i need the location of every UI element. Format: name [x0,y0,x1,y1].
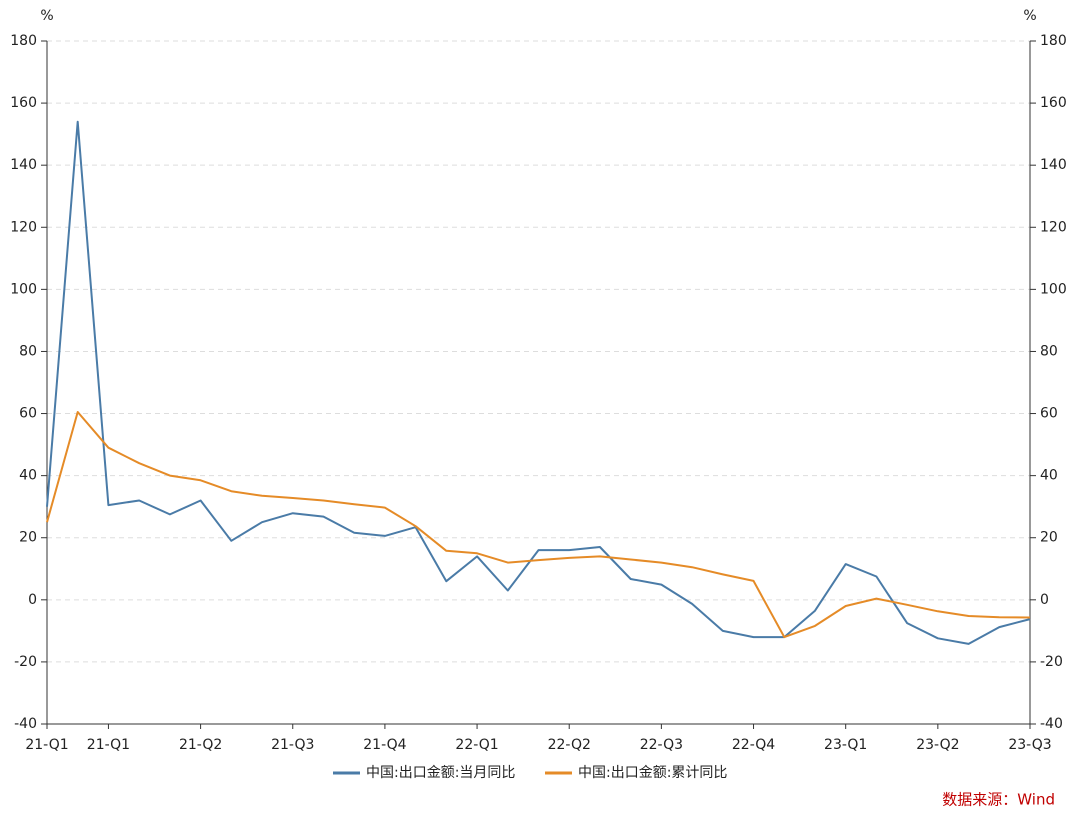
y2-tick-label: 120 [1040,219,1067,235]
y2-tick-label: 140 [1040,157,1067,173]
y-tick-label: 60 [19,406,37,422]
legend-label: 中国:出口金额:累计同比 [578,765,727,781]
y-axis-unit: % [40,8,53,24]
y-tick-label: 180 [10,33,37,49]
y-tick-label: 20 [19,530,37,546]
x-tick-label: 22-Q4 [732,737,775,753]
y2-tick-label: 60 [1040,406,1058,422]
x-tick-label: 21-Q3 [271,737,314,753]
x-tick-label: 22-Q1 [455,737,498,753]
y-tick-label: 80 [19,343,37,359]
y-tick-label: -40 [14,716,37,732]
x-tick-label: 21-Q1 [87,737,130,753]
y-tick-label: 160 [10,95,37,111]
y2-tick-label: -20 [1040,654,1063,670]
y2-tick-label: -40 [1040,716,1063,732]
y-tick-label: 140 [10,157,37,173]
y2-tick-label: 180 [1040,33,1067,49]
x-tick-label: 22-Q2 [548,737,591,753]
y2-tick-label: 100 [1040,281,1067,297]
y-tick-label: 0 [28,592,37,608]
y-tick-label: -20 [14,654,37,670]
series-line [46,411,1031,639]
y2-tick-label: 0 [1040,592,1049,608]
source-note: 数据来源：Wind [942,791,1055,809]
x-tick-label: 21-Q1 [25,737,68,753]
y2-tick-label: 160 [1040,95,1067,111]
x-tick-label: 22-Q3 [640,737,683,753]
x-tick-label: 23-Q3 [1008,737,1051,753]
series-line [46,120,1031,645]
x-tick-label: 23-Q2 [916,737,959,753]
y-tick-label: 100 [10,281,37,297]
y2-tick-label: 80 [1040,343,1058,359]
y2-tick-label: 20 [1040,530,1058,546]
x-tick-label: 21-Q2 [179,737,222,753]
y2-tick-label: 40 [1040,468,1058,484]
y-tick-label: 120 [10,219,37,235]
y2-axis-unit: % [1023,8,1036,24]
y-tick-label: 40 [19,468,37,484]
x-tick-label: 21-Q4 [363,737,406,753]
legend-label: 中国:出口金额:当月同比 [366,765,515,781]
x-tick-label: 23-Q1 [824,737,867,753]
